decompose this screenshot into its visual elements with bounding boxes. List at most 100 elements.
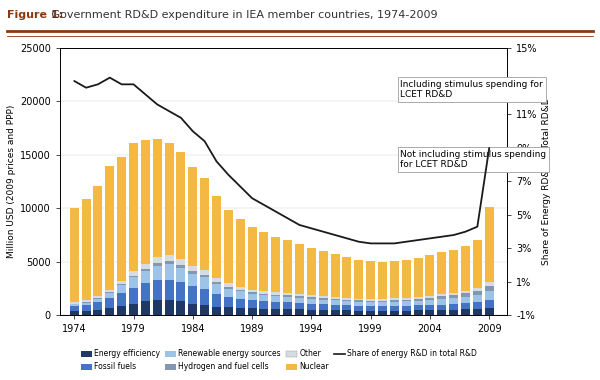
Bar <box>188 168 197 266</box>
Bar <box>413 299 422 301</box>
Bar <box>212 196 221 278</box>
Bar <box>413 306 422 310</box>
Bar <box>94 302 103 309</box>
Bar <box>236 308 245 315</box>
Bar <box>117 157 126 281</box>
Bar <box>402 301 410 306</box>
Bar <box>271 296 280 302</box>
Bar <box>307 295 316 297</box>
Bar <box>425 298 434 300</box>
Bar <box>283 296 292 297</box>
Bar <box>461 293 470 297</box>
Bar <box>129 276 138 277</box>
Bar <box>413 297 422 299</box>
Bar <box>236 287 245 290</box>
Bar <box>402 260 410 298</box>
Bar <box>94 299 103 302</box>
Bar <box>425 300 434 305</box>
Text: Government RD&D expenditure in IEA member countries, 1974-2009: Government RD&D expenditure in IEA membe… <box>48 10 437 19</box>
Bar <box>449 304 458 310</box>
Bar <box>307 299 316 304</box>
Bar <box>224 287 233 289</box>
Bar <box>117 284 126 285</box>
Bar <box>485 207 494 282</box>
Bar <box>141 271 150 283</box>
Bar <box>461 291 470 293</box>
Bar <box>153 301 161 315</box>
Bar <box>437 294 446 296</box>
Y-axis label: Share of Energy RD&D in Total RD&D: Share of Energy RD&D in Total RD&D <box>542 98 551 265</box>
Bar <box>343 310 352 315</box>
Bar <box>141 264 150 269</box>
Bar <box>141 301 150 315</box>
Bar <box>473 240 482 288</box>
Bar <box>295 298 304 303</box>
Bar <box>390 298 399 300</box>
Bar <box>176 260 185 265</box>
Bar <box>390 300 399 302</box>
Bar <box>271 294 280 296</box>
Bar <box>319 300 328 304</box>
Bar <box>212 278 221 282</box>
Bar <box>331 254 340 297</box>
Bar <box>485 308 494 315</box>
Bar <box>425 305 434 310</box>
Bar <box>259 301 268 309</box>
Bar <box>319 304 328 310</box>
Bar <box>437 310 446 315</box>
Bar <box>331 310 340 315</box>
Bar <box>106 308 114 315</box>
Bar <box>271 292 280 295</box>
Bar <box>153 257 161 263</box>
Bar <box>248 292 257 293</box>
Bar <box>248 301 257 309</box>
Bar <box>164 255 173 261</box>
Bar <box>425 310 434 315</box>
Bar <box>153 266 161 280</box>
Bar <box>236 219 245 287</box>
Bar <box>153 139 161 257</box>
Bar <box>224 209 233 283</box>
Bar <box>188 271 197 274</box>
Bar <box>82 301 91 302</box>
Bar <box>236 299 245 308</box>
Bar <box>437 305 446 310</box>
Bar <box>425 296 434 298</box>
Bar <box>164 143 173 255</box>
Bar <box>188 266 197 271</box>
Bar <box>449 293 458 295</box>
Bar <box>248 309 257 315</box>
Bar <box>485 282 494 286</box>
Bar <box>129 277 138 288</box>
Bar <box>117 306 126 315</box>
Bar <box>70 208 79 302</box>
Bar <box>117 285 126 293</box>
Bar <box>141 283 150 301</box>
Bar <box>141 269 150 271</box>
Bar <box>200 270 209 275</box>
Bar <box>283 297 292 302</box>
Bar <box>117 293 126 306</box>
Legend: Energy efficiency, Fossil fuels, Renewable energy sources, Hydrogen and fuel cel: Energy efficiency, Fossil fuels, Renewab… <box>78 346 480 374</box>
Bar <box>319 310 328 315</box>
Bar <box>461 303 470 309</box>
Bar <box>449 295 458 298</box>
Bar <box>106 298 114 308</box>
Bar <box>283 240 292 293</box>
Bar <box>176 268 185 282</box>
Bar <box>106 166 114 290</box>
Bar <box>473 288 482 291</box>
Bar <box>70 306 79 311</box>
Bar <box>378 262 387 299</box>
Bar <box>236 291 245 299</box>
Bar <box>200 178 209 270</box>
Bar <box>366 306 375 311</box>
Text: Not including stimulus spending
for LCET RD&D: Not including stimulus spending for LCET… <box>400 150 547 169</box>
Bar <box>212 307 221 315</box>
Bar <box>271 309 280 315</box>
Bar <box>117 281 126 284</box>
Bar <box>378 306 387 311</box>
Bar <box>425 255 434 296</box>
Bar <box>295 244 304 294</box>
Bar <box>224 289 233 297</box>
